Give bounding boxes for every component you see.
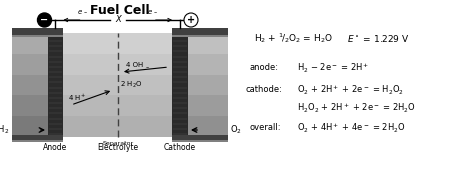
Bar <box>12 95 48 116</box>
Text: Anode: Anode <box>44 143 68 152</box>
Text: H$_2$ − 2e$^-$ = 2H$^+$: H$_2$ − 2e$^-$ = 2H$^+$ <box>297 61 369 75</box>
Bar <box>63 54 172 75</box>
Bar <box>12 135 63 142</box>
Text: cathode:: cathode: <box>246 85 283 94</box>
Bar <box>12 35 63 37</box>
Bar <box>172 33 188 137</box>
Bar <box>63 116 172 137</box>
Text: −: − <box>40 15 48 25</box>
Bar <box>12 33 48 54</box>
Bar <box>188 95 228 116</box>
Bar <box>188 54 228 75</box>
Bar <box>172 35 228 37</box>
Text: 2 H$_2$: 2 H$_2$ <box>0 124 10 136</box>
Text: Separator: Separator <box>102 141 134 146</box>
Text: H$_2$O$_2$ + 2H$^+$ + 2e$^-$ = 2H$_2$O: H$_2$O$_2$ + 2H$^+$ + 2e$^-$ = 2H$_2$O <box>297 101 416 115</box>
Bar <box>12 28 63 35</box>
Bar <box>12 116 48 137</box>
Bar <box>63 75 172 95</box>
Text: $\it{E}^\circ$ = 1.229 V: $\it{E}^\circ$ = 1.229 V <box>347 33 410 44</box>
Text: 4 OH: 4 OH <box>126 62 143 68</box>
Text: $e$: $e$ <box>77 8 82 16</box>
Bar <box>12 54 48 75</box>
Text: 4 H$^+$: 4 H$^+$ <box>68 93 87 103</box>
Text: $e$: $e$ <box>147 8 153 16</box>
Circle shape <box>37 13 52 27</box>
Text: $^-$: $^-$ <box>153 11 159 16</box>
Bar <box>48 33 63 137</box>
Text: X: X <box>115 14 120 24</box>
Bar <box>172 28 228 35</box>
Text: Cathode: Cathode <box>164 143 196 152</box>
Text: O$_2$: O$_2$ <box>230 124 242 136</box>
Text: H$_2$ + $^1\!/_2$O$_2$ = H$_2$O: H$_2$ + $^1\!/_2$O$_2$ = H$_2$O <box>254 31 333 45</box>
Bar <box>12 140 63 142</box>
Bar <box>172 140 228 142</box>
Text: O$_2$ + 4H$^+$ + 4e$^-$ = 2H$_2$O: O$_2$ + 4H$^+$ + 4e$^-$ = 2H$_2$O <box>297 121 406 135</box>
Text: anode:: anode: <box>250 63 279 73</box>
Bar <box>63 33 172 54</box>
Bar <box>63 95 172 116</box>
Text: +: + <box>187 15 195 25</box>
Text: O$_2$ + 2H$^+$ + 2e$^-$ = H$_2$O$_2$: O$_2$ + 2H$^+$ + 2e$^-$ = H$_2$O$_2$ <box>297 83 404 97</box>
Bar <box>172 135 228 142</box>
Text: Electrolyte: Electrolyte <box>98 143 138 152</box>
Circle shape <box>184 13 198 27</box>
Text: $^-$: $^-$ <box>145 66 151 71</box>
Bar <box>188 75 228 95</box>
Bar <box>12 75 48 95</box>
Text: 2 H$_2$O: 2 H$_2$O <box>120 80 142 90</box>
Bar <box>188 33 228 54</box>
Text: Fuel Cell: Fuel Cell <box>90 4 150 17</box>
Text: overall:: overall: <box>250 123 282 132</box>
Text: $^-$: $^-$ <box>83 11 89 16</box>
Bar <box>188 116 228 137</box>
